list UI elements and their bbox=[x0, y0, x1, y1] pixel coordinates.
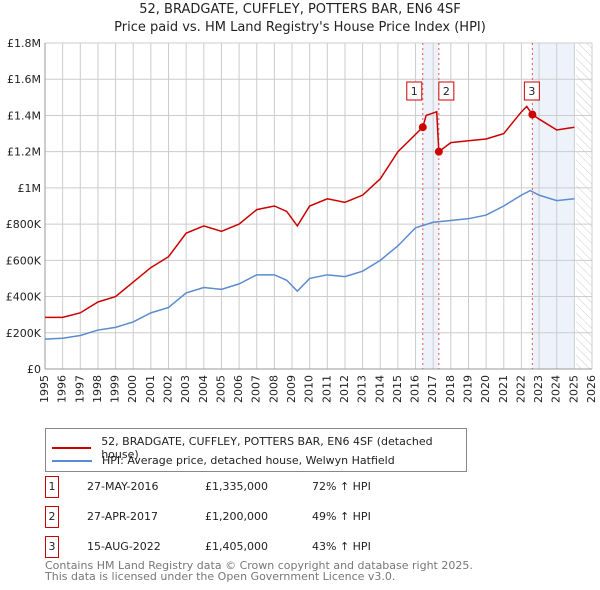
sale-price: £1,335,000 bbox=[205, 480, 268, 493]
sale-label: 2 bbox=[443, 85, 450, 98]
legend-label: 52, BRADGATE, CUFFLEY, POTTERS BAR, EN6 … bbox=[101, 435, 433, 461]
forecast-hatch bbox=[576, 43, 592, 369]
x-tick-label: 2018 bbox=[444, 375, 457, 403]
x-tick-label: 2004 bbox=[197, 375, 210, 403]
legend-item-property: 52, BRADGATE, CUFFLEY, POTTERS BAR, EN6 … bbox=[52, 435, 466, 461]
x-tick-label: 1995 bbox=[38, 375, 51, 403]
sale-number-badge: 2 bbox=[45, 506, 59, 528]
y-tick-label: £200K bbox=[6, 327, 42, 340]
sale-label: 3 bbox=[528, 85, 535, 98]
chart-title: 52, BRADGATE, CUFFLEY, POTTERS BAR, EN6 … bbox=[139, 2, 461, 17]
x-tick-label: 2012 bbox=[338, 375, 351, 403]
footer-line-1: Contains HM Land Registry data © Crown c… bbox=[45, 559, 473, 572]
sale-price: £1,200,000 bbox=[205, 510, 268, 523]
x-tick-label: 2005 bbox=[214, 375, 227, 403]
price-series-line bbox=[45, 105, 575, 319]
y-tick-label: £1.6M bbox=[7, 73, 41, 86]
sale-hpi-change: 72% ↑ HPI bbox=[312, 480, 371, 493]
x-tick-label: 2000 bbox=[126, 375, 139, 403]
sale-date: 15-AUG-2022 bbox=[87, 540, 161, 553]
legend-item-hpi: HPI: Average price, detached house, Welw… bbox=[52, 454, 395, 467]
hpi-series-line bbox=[44, 189, 575, 340]
shaded-period bbox=[422, 43, 439, 369]
y-tick-label: £800K bbox=[6, 218, 42, 231]
y-tick-label: £0 bbox=[27, 363, 41, 376]
x-tick-label: 2002 bbox=[162, 375, 175, 403]
x-tick-label: 2017 bbox=[426, 375, 439, 403]
x-tick-label: 2024 bbox=[550, 375, 563, 403]
x-tick-label: 2011 bbox=[320, 375, 333, 403]
sale-price: £1,405,000 bbox=[205, 540, 268, 553]
x-tick-label: 2015 bbox=[391, 375, 404, 403]
sale-point bbox=[418, 123, 427, 132]
sale-hpi-change: 49% ↑ HPI bbox=[312, 510, 371, 523]
y-tick-label: £1.8M bbox=[7, 37, 41, 50]
sale-date: 27-APR-2017 bbox=[87, 510, 159, 523]
sale-label-box bbox=[523, 81, 540, 101]
chart-subtitle: Price paid vs. HM Land Registry's House … bbox=[114, 20, 486, 35]
x-tick-label: 2010 bbox=[303, 375, 316, 403]
sale-number-badge: 1 bbox=[45, 476, 59, 498]
x-tick-label: 2014 bbox=[373, 375, 386, 403]
x-tick-label: 2003 bbox=[179, 375, 192, 403]
sale-hpi-change: 43% ↑ HPI bbox=[312, 540, 371, 553]
blue-line-swatch bbox=[52, 459, 92, 462]
y-tick-label: £1M bbox=[18, 182, 42, 195]
x-tick-label: 2023 bbox=[532, 375, 545, 403]
legend-label: HPI: Average price, detached house, Welw… bbox=[102, 454, 395, 467]
footer-line-2: This data is licensed under the Open Gov… bbox=[45, 570, 396, 583]
sale-label-box bbox=[406, 81, 423, 101]
legend: 52, BRADGATE, CUFFLEY, POTTERS BAR, EN6 … bbox=[45, 428, 467, 472]
x-tick-label: 1998 bbox=[91, 375, 104, 403]
x-tick-label: 2016 bbox=[409, 375, 422, 403]
y-tick-label: £1.4M bbox=[7, 109, 41, 122]
x-tick-label: 2008 bbox=[267, 375, 280, 403]
x-tick-label: 2001 bbox=[144, 375, 157, 403]
y-tick-label: £400K bbox=[6, 291, 42, 304]
plot-area: 1995 1996 1997 1998 1999 2000 2001 2002 2003 2004… bbox=[6, 37, 598, 403]
x-tick-label: 1997 bbox=[73, 375, 86, 403]
x-tick-label: 2019 bbox=[461, 375, 474, 403]
sale-number-badge: 3 bbox=[45, 536, 59, 558]
y-tick-label: £1.2M bbox=[7, 146, 41, 159]
x-tick-label: 2022 bbox=[514, 375, 527, 403]
x-tick-label: 2013 bbox=[356, 375, 369, 403]
x-tick-label: 2009 bbox=[285, 375, 298, 403]
sale-label-box bbox=[438, 81, 455, 101]
x-tick-label: 2020 bbox=[479, 375, 492, 403]
x-tick-label: 1996 bbox=[56, 375, 69, 403]
x-tick-label: 1999 bbox=[109, 375, 122, 403]
sale-point bbox=[434, 147, 443, 156]
x-tick-label: 2007 bbox=[250, 375, 263, 403]
x-tick-label: 2026 bbox=[585, 375, 598, 403]
y-tick-label: £600K bbox=[6, 254, 42, 267]
sale-point bbox=[528, 110, 537, 119]
sale-label: 1 bbox=[411, 85, 418, 98]
sale-date: 27-MAY-2016 bbox=[87, 480, 159, 493]
x-tick-label: 2021 bbox=[497, 375, 510, 403]
x-tick-label: 2006 bbox=[232, 375, 245, 403]
red-line-swatch bbox=[52, 447, 92, 449]
x-tick-label: 2025 bbox=[567, 375, 580, 403]
